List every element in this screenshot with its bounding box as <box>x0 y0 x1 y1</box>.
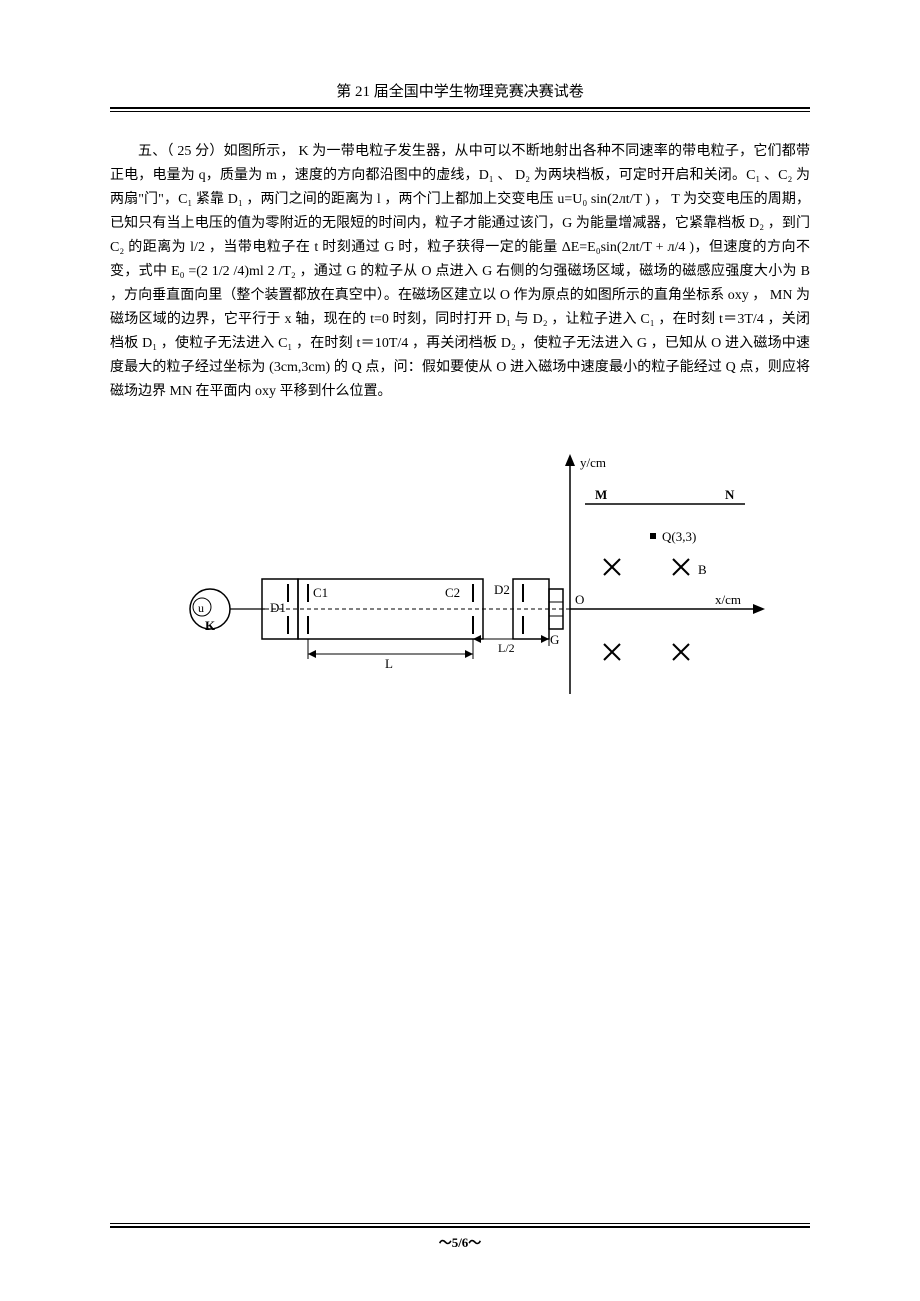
b-cross-2 <box>673 559 689 575</box>
l2-arrow-left <box>473 635 481 643</box>
footer-rule-thin <box>110 1223 810 1224</box>
page-footer: ～5/6～ <box>110 1223 810 1251</box>
physics-diagram: y/cm x/cm M N Q(3,3) B <box>150 434 770 754</box>
q-label: Q(3,3) <box>662 529 696 544</box>
x-axis-label: x/cm <box>715 592 741 607</box>
problem-content: 五、（ 25 分）如图所示， K 为一带电粒子发生器，从中可以不断地射出各种不同… <box>110 140 810 404</box>
c1-label: C1 <box>313 585 328 600</box>
page-number: ～5/6～ <box>439 1235 482 1250</box>
footer-rule-thick: ～5/6～ <box>110 1226 810 1251</box>
y-axis-arrow <box>565 454 575 466</box>
o-label: O <box>575 592 584 607</box>
k-label: K <box>205 618 216 633</box>
q-point <box>650 533 656 539</box>
n-label: N <box>725 487 735 502</box>
l-arrow-left <box>308 650 316 658</box>
d2-label: D2 <box>494 582 510 597</box>
b-cross-4 <box>673 644 689 660</box>
b-cross-3 <box>604 644 620 660</box>
g-label: G <box>550 632 559 647</box>
header-rule-thin <box>110 111 810 112</box>
b-cross-1 <box>604 559 620 575</box>
y-axis-label: y/cm <box>580 455 606 470</box>
header-rule-thick <box>110 107 810 109</box>
m-label: M <box>595 487 607 502</box>
header-title: 第 21 届全国中学生物理竞赛决赛试卷 <box>336 84 584 100</box>
l2-arrow-right <box>541 635 549 643</box>
l2-label: L/2 <box>498 641 515 655</box>
x-axis-arrow <box>753 604 765 614</box>
u-label: u <box>198 601 204 615</box>
l-label: L <box>385 656 393 671</box>
diagram-container: y/cm x/cm M N Q(3,3) B <box>110 434 810 754</box>
problem-text: 五、（ 25 分）如图所示， K 为一带电粒子发生器，从中可以不断地射出各种不同… <box>110 140 810 404</box>
c2-label: C2 <box>445 585 460 600</box>
page-header: 第 21 届全国中学生物理竞赛决赛试卷 <box>110 80 810 107</box>
l-arrow-right <box>465 650 473 658</box>
b-label: B <box>698 562 707 577</box>
d1-label: D1 <box>270 600 286 615</box>
